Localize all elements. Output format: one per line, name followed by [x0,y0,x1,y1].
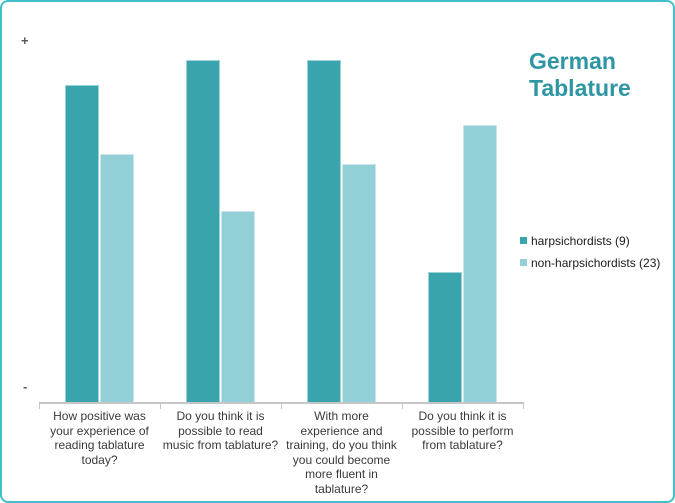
x-axis-tick [523,402,524,409]
bar-non-harpsichordists [342,164,376,402]
x-axis-tick [281,402,282,409]
category-label: How positive was your experience of readin… [50,409,149,467]
y-axis-minus-label: - [23,379,28,394]
legend-swatch [520,259,527,266]
legend: harpsichordists (9) non-harpsichordists (… [520,233,660,277]
bar-non-harpsichordists [221,211,255,402]
category-label: With more experience and training, do you … [286,409,397,496]
chart-title: German Tablature [529,48,631,101]
category-label: Do you think it is possible to read music … [162,409,279,452]
x-axis-tick [160,402,161,409]
bar-harpsichordists [428,272,462,402]
legend-swatch [520,237,527,244]
legend-label: harpsichordists (9) [531,233,630,248]
x-axis-tick [39,402,40,409]
legend-item: non-harpsichordists (23) [520,255,660,270]
x-axis-tick [402,402,403,409]
bar-harpsichordists [186,60,220,402]
bar-non-harpsichordists [463,124,497,402]
bar-harpsichordists [307,60,341,402]
legend-item: harpsichordists (9) [520,233,660,248]
bar-non-harpsichordists [100,153,134,402]
y-axis-plus-label: + [21,33,29,48]
legend-label: non-harpsichordists (23) [531,255,661,270]
category-label: Do you think it is possible to perform fro… [411,409,514,452]
bar-harpsichordists [65,85,99,402]
